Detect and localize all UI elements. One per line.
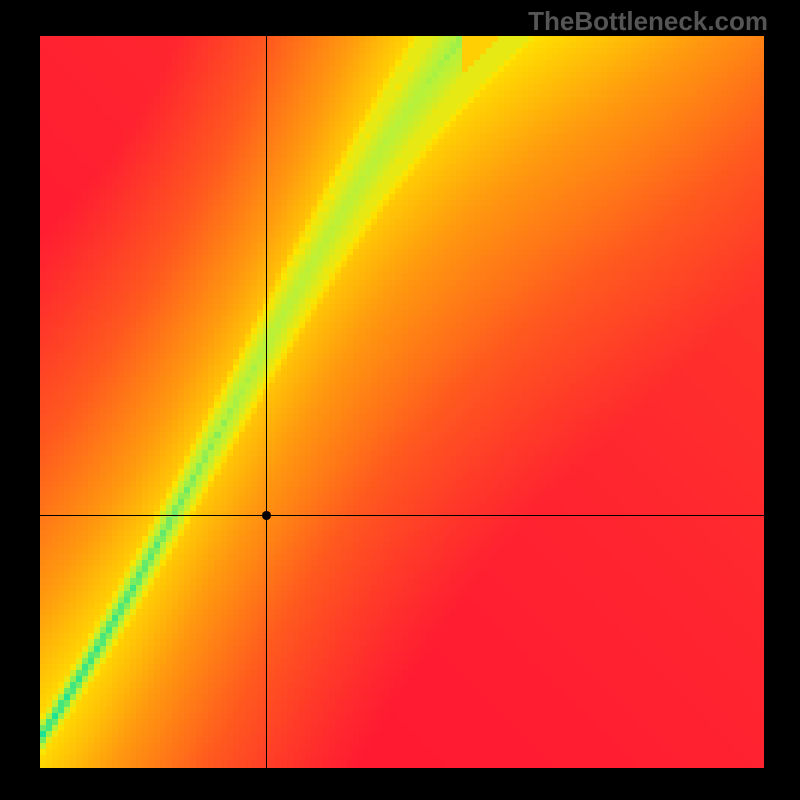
watermark-text: TheBottleneck.com <box>528 6 768 37</box>
root: TheBottleneck.com <box>0 0 800 800</box>
heatmap-canvas <box>40 36 764 768</box>
heatmap-plot <box>40 36 764 768</box>
